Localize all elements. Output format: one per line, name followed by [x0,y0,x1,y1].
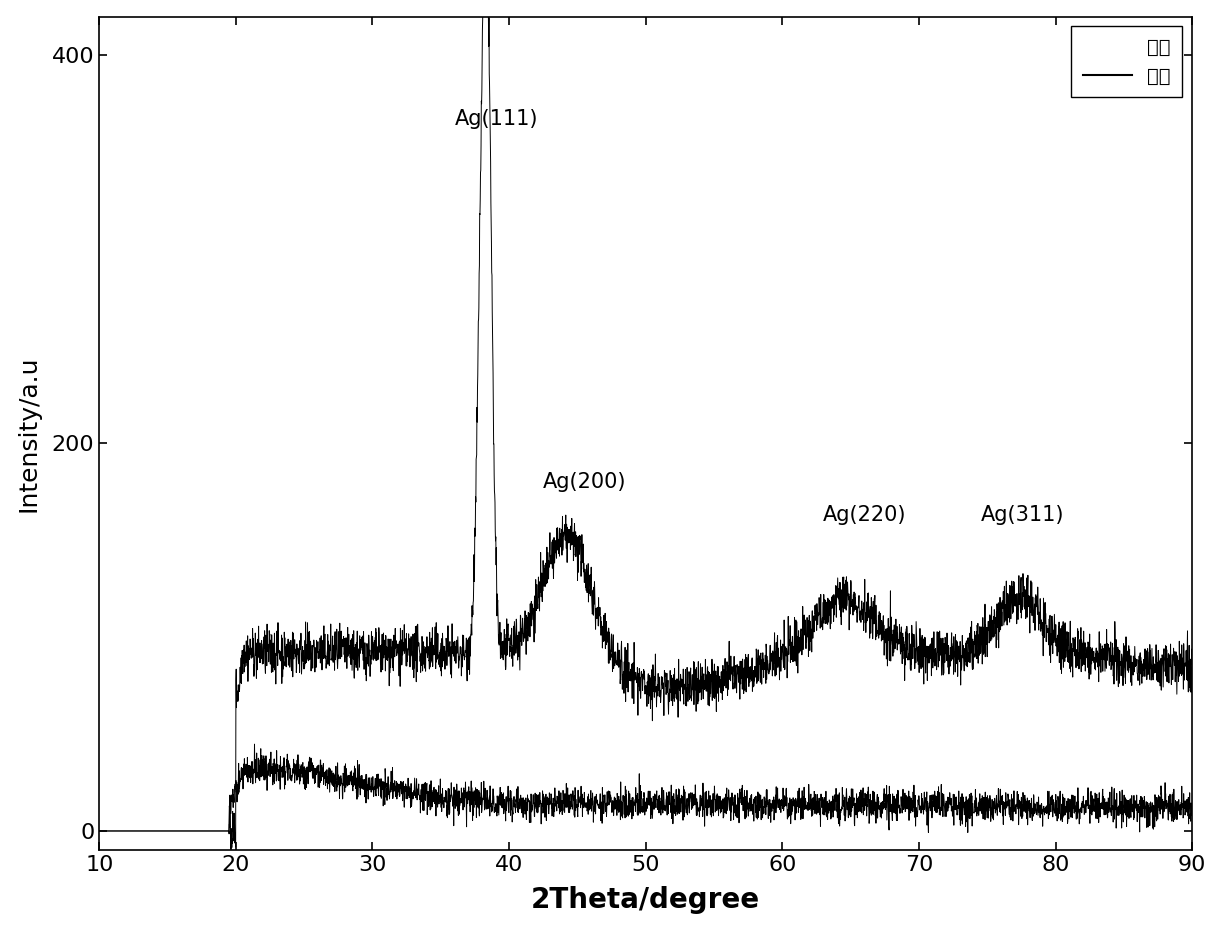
X-axis label: 2Theta/degree: 2Theta/degree [531,886,761,914]
Text: Ag(200): Ag(200) [543,472,626,492]
Text: Ag(111): Ag(111) [455,109,538,129]
Text: Ag(220): Ag(220) [823,505,906,525]
Text: Ag(311): Ag(311) [981,505,1064,525]
Legend: 超射, 非晶: 超射, 非晶 [1071,26,1183,98]
Y-axis label: Intensity/a.u: Intensity/a.u [17,356,40,512]
